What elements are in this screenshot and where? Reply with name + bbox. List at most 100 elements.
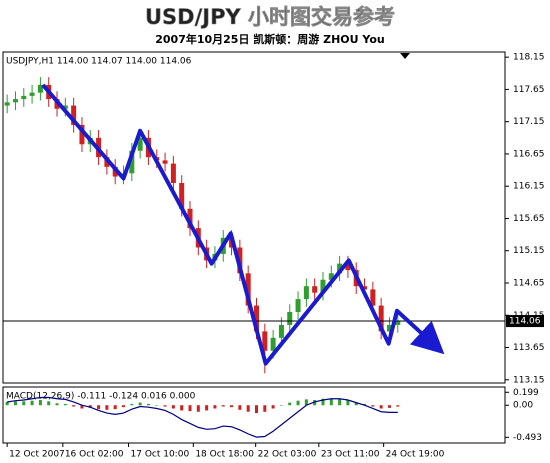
candle-body xyxy=(287,312,293,325)
candle-body xyxy=(21,95,27,100)
candle-body xyxy=(4,102,10,106)
macd-bar xyxy=(97,405,101,410)
macd-bar xyxy=(122,405,126,408)
y-tick-label: 115.65 xyxy=(513,214,545,224)
macd-bar xyxy=(55,403,59,406)
x-tick-label: 22 Oct 03:00 xyxy=(258,450,317,460)
candle-body xyxy=(129,150,135,174)
macd-bar xyxy=(329,398,333,406)
candle-body xyxy=(71,105,77,125)
macd-bar xyxy=(288,402,292,406)
chart-subtitle: 2007年10月25日 凯斯顿：周游 ZHOU You xyxy=(155,32,385,46)
candle-body xyxy=(312,286,318,293)
macd-bar xyxy=(30,400,34,406)
last-price-label: 114.06 xyxy=(509,317,541,327)
x-tick-label: 24 Oct 19:00 xyxy=(386,450,445,460)
macd-bar xyxy=(72,405,76,407)
candle-body xyxy=(170,163,176,183)
macd-bar xyxy=(80,405,84,409)
y-tick-label: 116.65 xyxy=(513,149,545,159)
macd-bar xyxy=(155,405,159,406)
candle-body xyxy=(137,137,143,151)
macd-bar xyxy=(63,403,67,406)
macd-bar xyxy=(163,405,167,407)
macd-bar xyxy=(379,405,383,409)
macd-bar xyxy=(188,405,192,412)
macd-bar xyxy=(371,405,375,407)
candle-body xyxy=(245,273,251,306)
macd-bar xyxy=(387,405,391,408)
y-tick-label: 116.15 xyxy=(513,182,545,192)
candle-body xyxy=(295,299,301,313)
candle-body xyxy=(262,331,268,351)
chart-title: USD/JPY 小时图交易参考 xyxy=(145,5,395,29)
macd-bar xyxy=(196,405,200,412)
macd-bar xyxy=(263,405,267,412)
macd-bar xyxy=(13,401,17,406)
y-tick-label: 113.15 xyxy=(513,375,545,385)
candle-body xyxy=(278,324,284,338)
price-panel xyxy=(2,51,506,384)
macd-bar xyxy=(396,405,400,407)
last-price-box xyxy=(506,315,544,328)
trendline xyxy=(41,83,445,366)
macd-bar xyxy=(346,400,350,406)
macd-bar xyxy=(5,401,9,406)
candle-body xyxy=(12,99,18,103)
macd-tick-label: 0.00 xyxy=(513,401,533,411)
candle-body xyxy=(328,273,334,280)
y-tick-label: 117.15 xyxy=(513,117,545,127)
macd-bar xyxy=(38,400,42,406)
candle-body xyxy=(337,263,343,274)
shift-marker xyxy=(400,53,410,59)
macd-bar xyxy=(146,403,150,406)
x-tick-label: 18 Oct 18:00 xyxy=(195,450,254,460)
candle-body xyxy=(378,305,384,332)
y-tick-label: 117.65 xyxy=(513,85,545,95)
macd-bar xyxy=(313,400,317,406)
x-tick-label: 12 Oct 2007 xyxy=(9,450,65,460)
x-tick-label: 16 Oct 02:00 xyxy=(65,450,124,460)
macd-bar xyxy=(113,405,117,410)
candle-body xyxy=(370,289,376,306)
candle-body xyxy=(162,160,168,164)
candle-body xyxy=(345,263,351,271)
candle-body xyxy=(303,286,309,300)
macd-bar xyxy=(130,403,134,406)
y-tick-label: 114.65 xyxy=(513,278,545,288)
macd-bar xyxy=(221,405,225,407)
candle-body xyxy=(362,286,368,290)
macd-bar xyxy=(271,405,275,409)
macd-bar xyxy=(88,405,92,408)
y-tick-label: 113.65 xyxy=(513,343,545,353)
y-tick-label: 118.15 xyxy=(513,53,545,63)
macd-label: MACD(12,26,9) -0.111 -0.124 0.016 0.000 xyxy=(6,392,196,402)
candle-body xyxy=(79,124,85,145)
candle-body xyxy=(29,92,35,96)
candle-body xyxy=(253,305,259,332)
candle-body xyxy=(270,337,276,351)
macd-bar xyxy=(47,401,51,406)
candle-body xyxy=(179,182,185,209)
macd-bar xyxy=(205,405,209,411)
macd-bar xyxy=(138,402,142,406)
macd-panel xyxy=(2,386,506,444)
candle-body xyxy=(320,279,326,293)
x-tick-label: 23 Oct 11:00 xyxy=(321,450,380,460)
macd-bar xyxy=(338,398,342,406)
candle-body xyxy=(37,84,43,93)
macd-tick-label: -0.493 xyxy=(513,433,542,443)
macd-bar xyxy=(321,398,325,406)
macd-bar xyxy=(296,400,300,406)
chart-header: USDJPY,H1 114.00 114.07 114.00 114.06 xyxy=(6,57,192,67)
macd-bar xyxy=(230,405,234,408)
macd-bar xyxy=(22,401,26,406)
macd-bar xyxy=(238,405,242,410)
candle-body xyxy=(395,321,401,325)
macd-bar xyxy=(354,402,358,406)
x-tick-label: 17 Oct 10:00 xyxy=(131,450,190,460)
candle-body xyxy=(386,324,392,332)
macd-bar xyxy=(304,399,308,406)
macd-line xyxy=(7,396,398,438)
